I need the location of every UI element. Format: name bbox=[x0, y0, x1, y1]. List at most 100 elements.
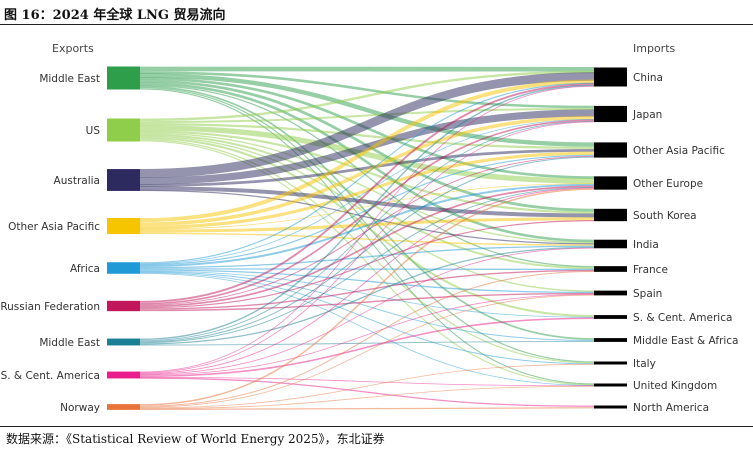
flow-us-1-to-s-cent-america bbox=[139, 136, 595, 318]
imports-header: Imports bbox=[633, 42, 676, 55]
figure-title: 图 16：2024 年全球 LNG 贸易流向 bbox=[4, 8, 226, 23]
importer-label-south-korea: South Korea bbox=[633, 210, 697, 222]
flow-us-1-to-japan bbox=[139, 107, 595, 124]
flow-other-asia-pacific-3-to-japan bbox=[139, 115, 595, 226]
exporter-node-norway-8 bbox=[107, 404, 140, 410]
exporter-node-australia-2 bbox=[107, 169, 140, 191]
source-note: 数据来源：《Statistical Review of World Energy… bbox=[6, 432, 385, 446]
flow-us-1-to-other-europe bbox=[139, 124, 595, 184]
importer-node-japan bbox=[594, 105, 627, 123]
flow-us-1-to-other-asia-pacific bbox=[139, 122, 595, 149]
exporter-node-us-1 bbox=[107, 118, 140, 142]
flow-africa-4-to-middle-east-africa bbox=[139, 271, 595, 341]
flow-africa-4-to-china bbox=[139, 82, 595, 264]
importer-node-spain bbox=[594, 290, 627, 296]
flow-middle-east-0-to-other-asia-pacific bbox=[139, 73, 595, 147]
nodes: Middle East US Australia Other Asia Pacific… bbox=[0, 66, 739, 414]
importer-node-france bbox=[594, 266, 627, 272]
importer-label-china: China bbox=[633, 72, 663, 84]
flow-norway-8-to-other-europe bbox=[139, 188, 595, 406]
exporter-label-s-cent-america-7: S. & Cent. America bbox=[1, 370, 100, 382]
importer-node-italy bbox=[594, 361, 627, 365]
flow-other-asia-pacific-3-to-india bbox=[139, 232, 595, 246]
flow-africa-4-to-united-kingdom bbox=[139, 272, 595, 386]
importer-label-france: France bbox=[633, 264, 668, 276]
exporter-node-africa-4 bbox=[107, 262, 140, 274]
exports-header: Exports bbox=[52, 42, 94, 55]
importer-label-italy: Italy bbox=[633, 358, 656, 370]
flow-links bbox=[139, 66, 595, 411]
importer-node-south-korea bbox=[594, 208, 627, 222]
importer-label-spain: Spain bbox=[633, 288, 662, 300]
top-rule bbox=[0, 24, 753, 25]
flow-africa-4-to-india bbox=[139, 245, 595, 269]
importer-node-india bbox=[594, 239, 627, 249]
flow-middle-east-6-to-japan bbox=[139, 120, 595, 342]
flow-s-cent-america-7-to-japan bbox=[139, 121, 595, 374]
exporter-label-other-asia-pacific-3: Other Asia Pacific bbox=[8, 221, 100, 233]
flow-us-1-to-united-kingdom bbox=[139, 140, 595, 386]
lng-trade-sankey-chart: Exports Imports Middle East US Australia Ot… bbox=[0, 42, 739, 414]
flow-russian-federation-5-to-other-europe bbox=[139, 185, 595, 308]
exporter-label-australia-2: Australia bbox=[54, 175, 100, 187]
flow-s-cent-america-7-to-india bbox=[139, 247, 595, 375]
flow-us-1-to-spain bbox=[139, 135, 595, 292]
flow-s-cent-america-7-to-china bbox=[139, 85, 595, 373]
importer-node-united-kingdom bbox=[594, 383, 627, 387]
flow-africa-4-to-italy bbox=[139, 272, 595, 365]
flow-africa-4-to-other-asia-pacific bbox=[139, 154, 595, 266]
flow-middle-east-6-to-other-asia-pacific bbox=[139, 156, 595, 343]
flow-russian-federation-5-to-spain bbox=[139, 292, 595, 312]
flow-norway-8-to-spain bbox=[139, 294, 595, 408]
importer-label-s-cent-america: S. & Cent. America bbox=[633, 312, 732, 324]
exporter-label-africa-4: Africa bbox=[70, 263, 100, 275]
flow-us-1-to-china bbox=[139, 70, 595, 122]
flow-norway-8-to-north-america bbox=[139, 407, 595, 411]
flow-australia-2-to-south-korea bbox=[139, 186, 595, 218]
importer-label-japan: Japan bbox=[632, 109, 662, 121]
flow-middle-east-0-to-united-kingdom bbox=[139, 88, 595, 385]
exporter-label-us-1: US bbox=[86, 125, 101, 137]
flow-s-cent-america-7-to-united-kingdom bbox=[139, 376, 595, 387]
flow-s-cent-america-7-to-s-cent-america bbox=[139, 317, 595, 378]
flow-middle-east-0-to-japan bbox=[139, 71, 595, 109]
flow-s-cent-america-7-to-other-europe bbox=[139, 187, 595, 375]
exporter-label-middle-east-0: Middle East bbox=[39, 73, 100, 85]
bottom-rule bbox=[0, 426, 753, 427]
flow-middle-east-6-to-other-europe bbox=[139, 186, 595, 344]
flow-russian-federation-5-to-france bbox=[139, 269, 595, 310]
exporter-label-russian-federation-5: Russian Federation bbox=[0, 301, 100, 313]
flow-middle-east-0-to-india bbox=[139, 82, 595, 243]
flow-norway-8-to-italy bbox=[139, 363, 595, 409]
flow-africa-4-to-s-cent-america bbox=[139, 270, 595, 318]
exporter-label-middle-east-6: Middle East bbox=[39, 337, 100, 349]
flow-australia-2-to-japan bbox=[139, 109, 595, 185]
importer-node-north-america bbox=[594, 405, 627, 409]
flow-other-asia-pacific-3-to-other-europe bbox=[139, 183, 595, 230]
flow-other-asia-pacific-3-to-other-asia-pacific bbox=[139, 151, 595, 230]
importer-node-middle-east-africa bbox=[594, 338, 627, 342]
flow-middle-east-6-to-india bbox=[139, 246, 595, 345]
importer-label-north-america: North America bbox=[633, 402, 709, 414]
flow-africa-4-to-japan bbox=[139, 118, 595, 265]
flow-s-cent-america-7-to-spain bbox=[139, 294, 595, 376]
flow-us-1-to-italy bbox=[139, 138, 595, 364]
importer-label-united-kingdom: United Kingdom bbox=[633, 380, 717, 392]
flow-russian-federation-5-to-south-korea bbox=[139, 220, 595, 309]
importer-node-other-asia-pacific bbox=[594, 142, 627, 158]
flow-russian-federation-5-to-china bbox=[139, 83, 595, 303]
flow-australia-2-to-india bbox=[139, 189, 595, 245]
flow-middle-east-0-to-france bbox=[139, 84, 595, 268]
importer-label-middle-east-africa: Middle East & Africa bbox=[633, 335, 739, 347]
flow-middle-east-6-to-middle-east-africa bbox=[139, 340, 595, 346]
exporter-node-russian-federation-5 bbox=[107, 300, 140, 312]
exporter-node-middle-east-6 bbox=[107, 338, 140, 346]
importer-label-india: India bbox=[633, 239, 659, 251]
exporter-node-other-asia-pacific-3 bbox=[107, 217, 140, 235]
exporter-node-middle-east-0 bbox=[107, 66, 140, 90]
importer-label-other-asia-pacific: Other Asia Pacific bbox=[633, 145, 725, 157]
flow-us-1-to-india bbox=[139, 132, 595, 244]
flow-middle-east-6-to-china bbox=[139, 84, 595, 341]
flow-s-cent-america-7-to-north-america bbox=[139, 377, 595, 407]
importer-label-other-europe: Other Europe bbox=[633, 178, 703, 190]
